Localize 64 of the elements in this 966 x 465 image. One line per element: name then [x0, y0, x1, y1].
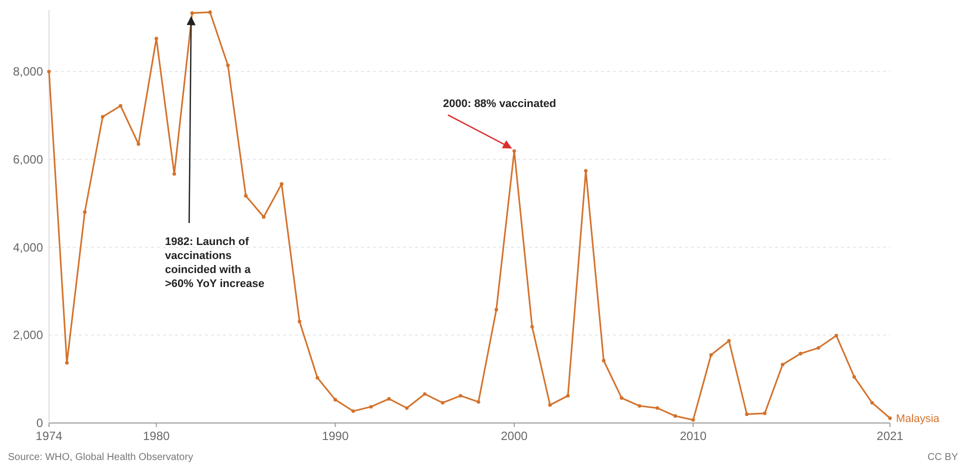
- point: [602, 358, 606, 362]
- point: [118, 104, 122, 108]
- point: [47, 70, 51, 74]
- point: [852, 375, 856, 379]
- x-tick-label: 1974: [36, 429, 63, 443]
- point: [136, 142, 140, 146]
- point: [298, 320, 302, 324]
- point: [351, 409, 355, 413]
- x-tick-label: 2000: [500, 429, 528, 443]
- point: [727, 339, 731, 343]
- point: [226, 64, 230, 68]
- point: [638, 404, 642, 408]
- point: [154, 36, 158, 40]
- point: [745, 412, 749, 416]
- x-tick-label: 1990: [322, 429, 349, 443]
- source-note: Source: WHO, Global Health Observatory: [8, 452, 194, 463]
- x-tick-label: 2021: [876, 429, 904, 443]
- point: [334, 398, 338, 402]
- point: [512, 149, 516, 153]
- point: [208, 10, 212, 14]
- point: [422, 392, 427, 396]
- text: CC BY: [927, 452, 958, 463]
- point: [440, 400, 444, 405]
- y-tick-label: 8,000: [12, 64, 44, 79]
- point: [280, 182, 284, 186]
- y-tick-label: 0: [36, 416, 44, 430]
- point: [530, 324, 534, 329]
- point: [566, 394, 570, 398]
- point: [709, 353, 713, 357]
- point: [888, 416, 892, 420]
- y-tick-label: 6,000: [12, 152, 44, 166]
- point: [100, 114, 104, 119]
- point: [387, 397, 391, 401]
- x-tick-label: 1980: [143, 429, 170, 443]
- point: [870, 400, 874, 405]
- point: [316, 376, 320, 380]
- point: [816, 346, 820, 350]
- point: [405, 406, 409, 410]
- point: [780, 362, 784, 366]
- point: [172, 172, 176, 176]
- point: [620, 396, 624, 400]
- annotation: 2000: 88% vaccinated: [443, 98, 556, 110]
- series-label: Malaysia: [896, 413, 940, 426]
- point: [798, 352, 802, 356]
- point: [369, 404, 373, 409]
- point: [656, 406, 660, 410]
- point: [262, 215, 266, 219]
- x-tick-label: 2010: [680, 429, 707, 443]
- point: [244, 194, 248, 198]
- y-tick-label: 2,000: [12, 328, 44, 342]
- point: [691, 418, 695, 422]
- point: [494, 308, 498, 312]
- point: [65, 361, 69, 365]
- point: [548, 403, 552, 407]
- point: [584, 169, 588, 173]
- point: [673, 414, 678, 418]
- y-tick-label: 4,000: [12, 240, 44, 254]
- point: [762, 412, 767, 416]
- point: [834, 334, 838, 338]
- point: [476, 400, 480, 404]
- annotation: 1982: Launch of vaccinations coincided with a >60% YoY increase: [165, 236, 264, 290]
- point: [82, 210, 87, 214]
- point: [458, 394, 462, 398]
- point: [190, 11, 194, 15]
